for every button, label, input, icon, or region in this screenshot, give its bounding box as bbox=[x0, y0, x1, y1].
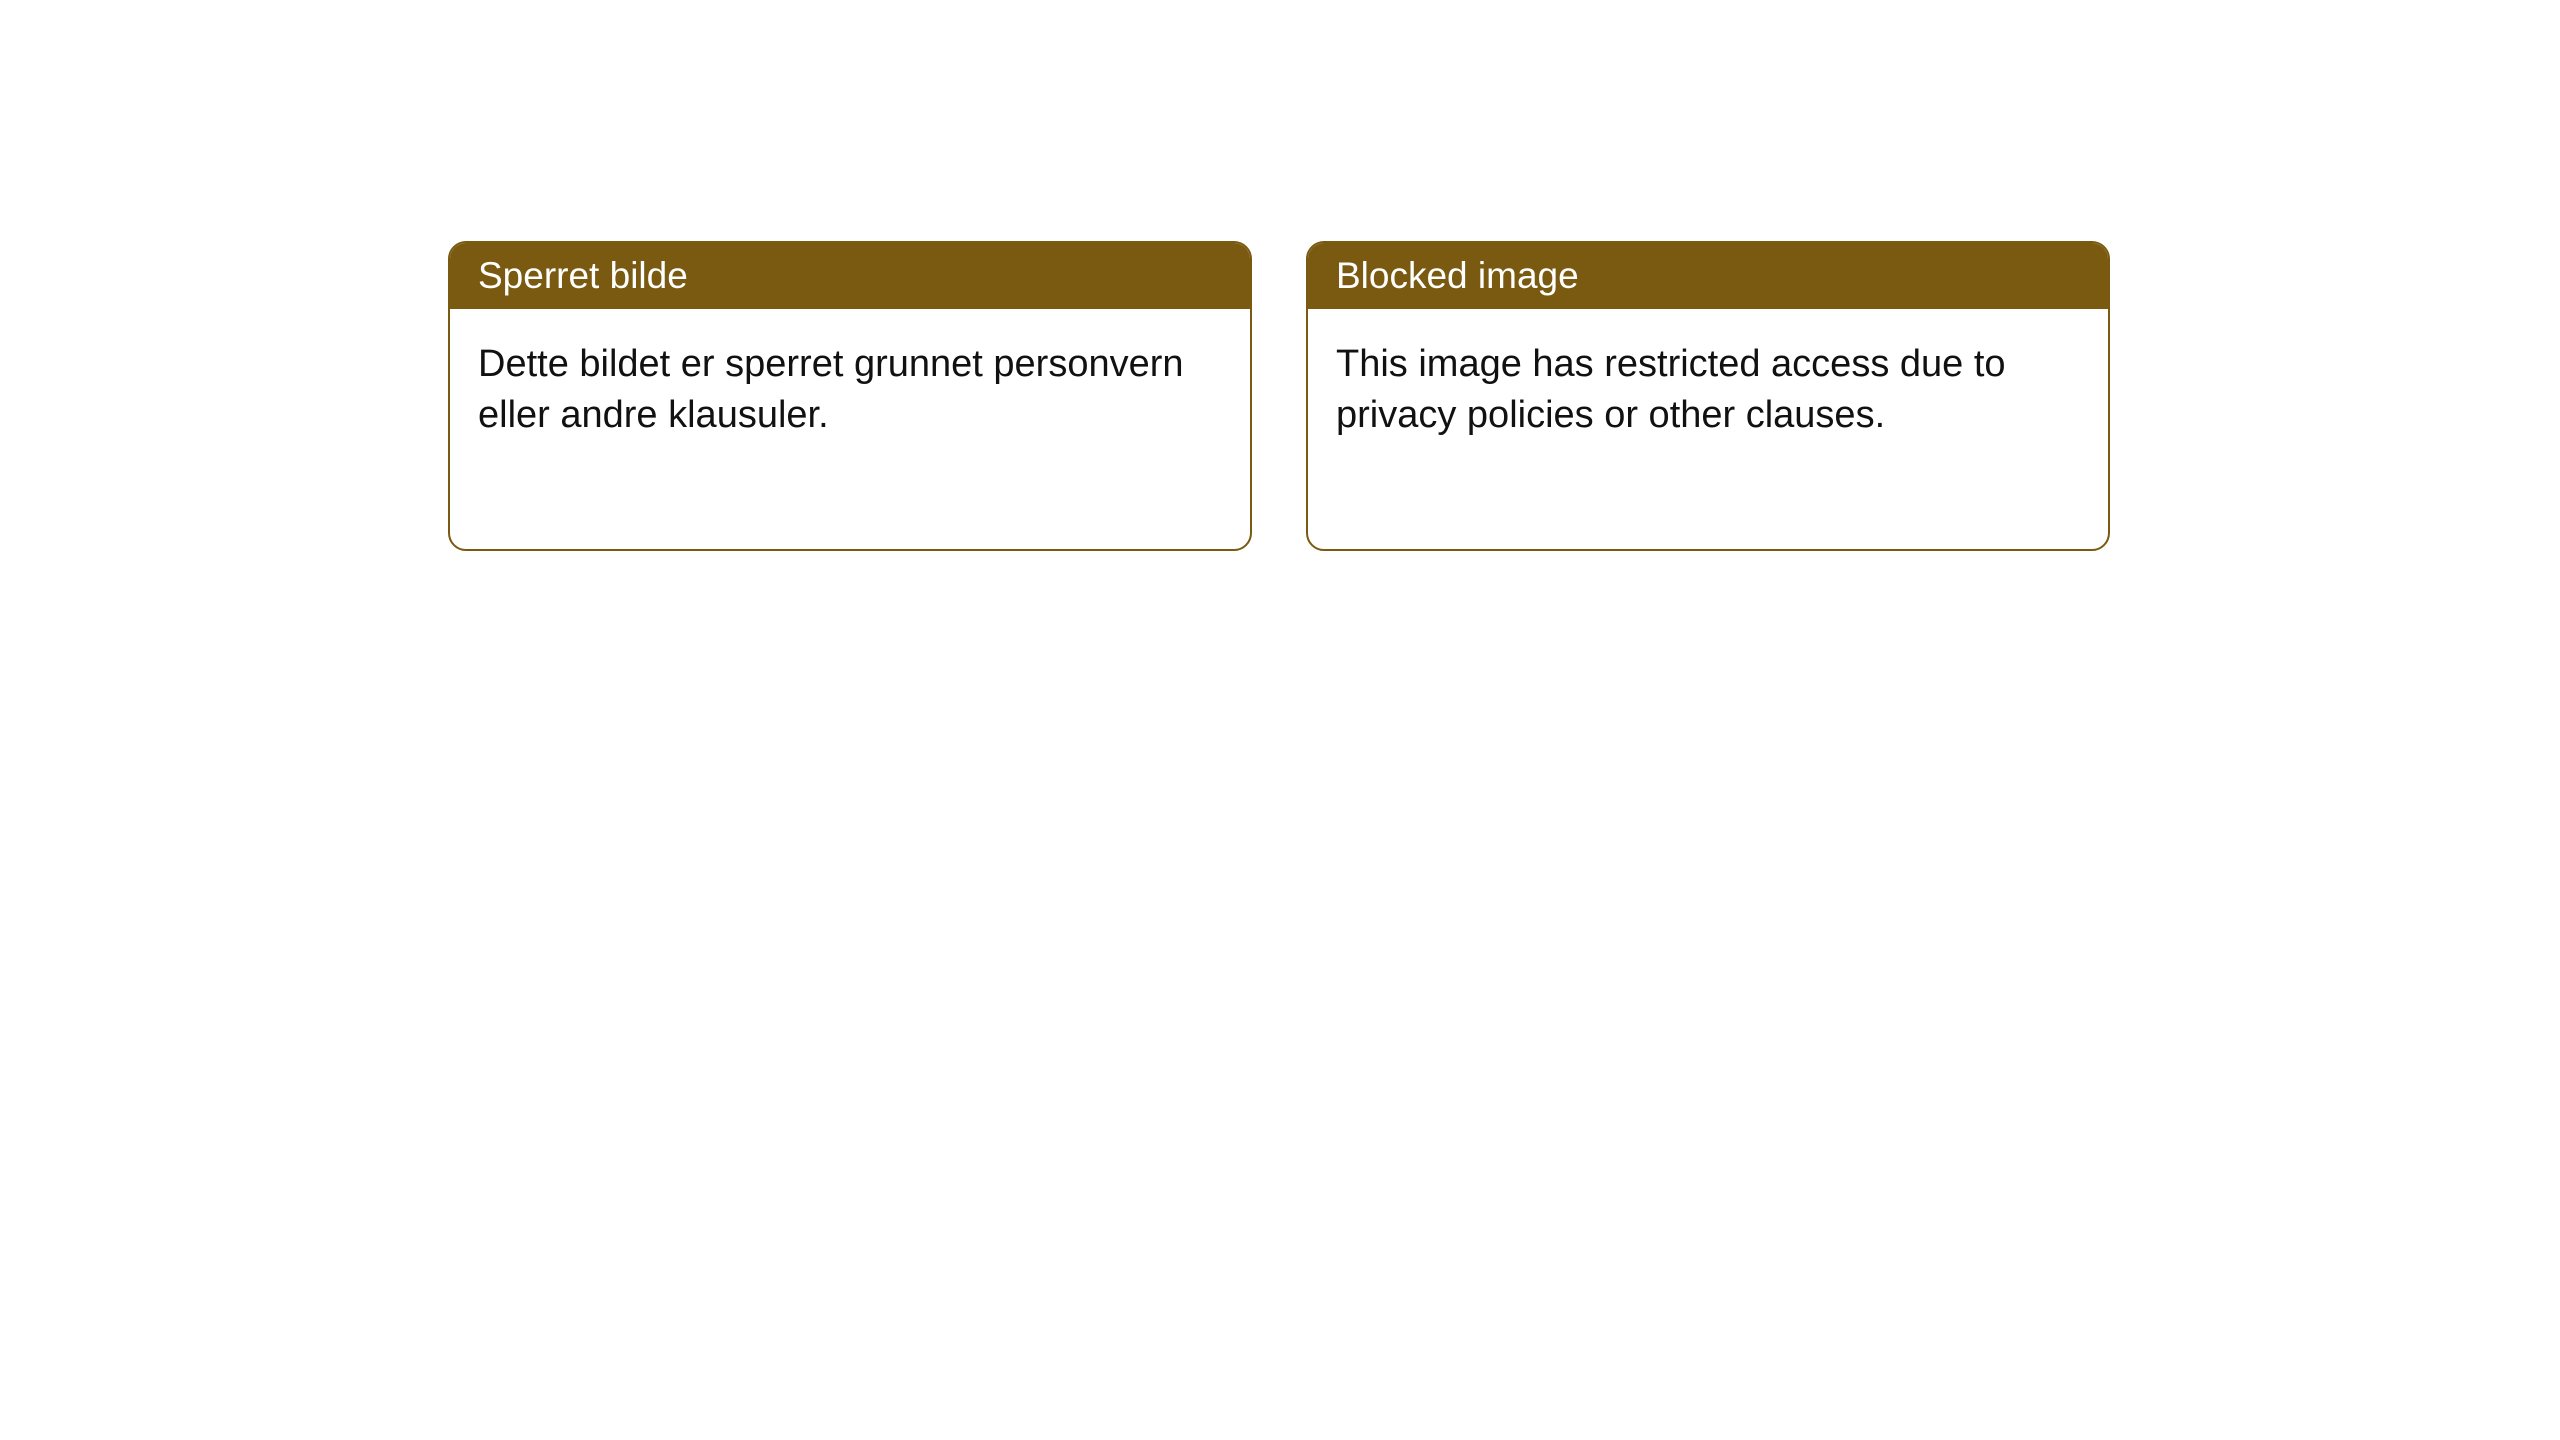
notice-header: Sperret bilde bbox=[450, 243, 1250, 309]
notice-box-norwegian: Sperret bilde Dette bildet er sperret gr… bbox=[448, 241, 1252, 551]
notice-body: This image has restricted access due to … bbox=[1308, 309, 2108, 549]
notice-header: Blocked image bbox=[1308, 243, 2108, 309]
notice-body: Dette bildet er sperret grunnet personve… bbox=[450, 309, 1250, 549]
notice-container: Sperret bilde Dette bildet er sperret gr… bbox=[448, 241, 2110, 551]
notice-box-english: Blocked image This image has restricted … bbox=[1306, 241, 2110, 551]
